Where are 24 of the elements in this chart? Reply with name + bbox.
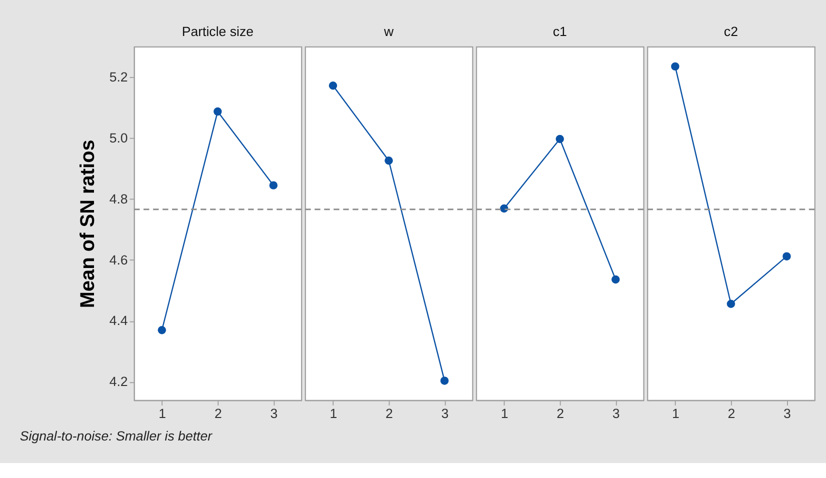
x-tick-label: 3 <box>783 406 791 421</box>
chart-title: w <box>382 24 394 40</box>
y-tick-label: 4.8 <box>109 191 128 206</box>
x-tick-label: 2 <box>386 406 393 421</box>
y-tick-label: 4.6 <box>109 252 128 268</box>
y-tick-label: 4.2 <box>109 374 128 390</box>
x-tick-label: 2 <box>556 406 564 421</box>
x-tick-label: 1 <box>672 406 680 421</box>
x-tick-label: 1 <box>500 406 508 421</box>
x-tick-label: 2 <box>214 406 222 421</box>
x-tick-label: 3 <box>441 406 449 421</box>
x-tick-label: 2 <box>728 406 736 421</box>
y-axis-title: Mean of SN ratios <box>77 140 100 308</box>
x-tick-label: 1 <box>330 406 338 421</box>
text: Signal-to-noise: Smaller is better <box>20 428 213 444</box>
y-tick-label: 5.0 <box>109 130 128 146</box>
y-tick-label: 5.2 <box>109 69 128 84</box>
chart-title: Particle size <box>182 24 254 40</box>
y-tick-label: 4.4 <box>109 313 128 328</box>
chart-title: c1 <box>552 24 567 40</box>
x-tick-label: 1 <box>158 406 166 421</box>
chart-title: c2 <box>724 24 738 40</box>
x-tick-label: 3 <box>270 406 278 421</box>
x-tick-label: 3 <box>612 406 620 421</box>
